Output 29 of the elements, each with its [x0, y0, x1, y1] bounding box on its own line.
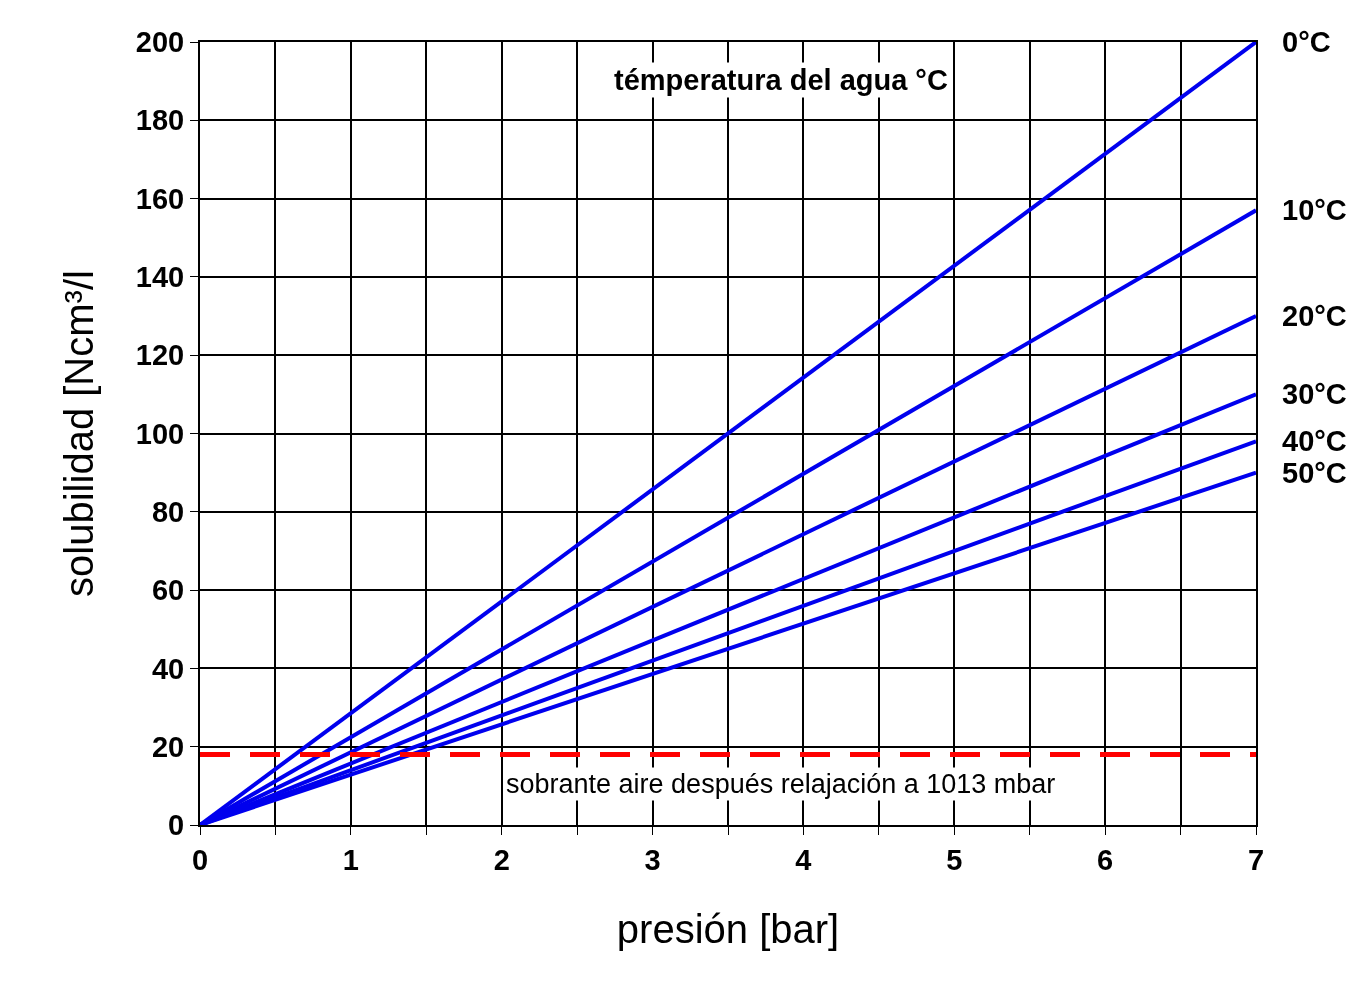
- y-tick-label: 100: [135, 417, 185, 450]
- series-label: 20°C: [1282, 300, 1347, 332]
- x-tick-label: 3: [644, 843, 661, 876]
- y-axis-title: solubilidad [Ncm³/l: [56, 270, 101, 597]
- y-tick-label: 80: [151, 495, 185, 528]
- series-label: 50°C: [1282, 457, 1347, 489]
- legend-title: témperatura del agua °C: [614, 64, 948, 96]
- y-tick-label: 160: [135, 182, 185, 215]
- y-tick-label: 60: [151, 574, 185, 607]
- series-label: 40°C: [1282, 425, 1347, 457]
- y-tick-label: 0: [168, 809, 185, 842]
- series-label: 30°C: [1282, 378, 1347, 410]
- y-tick-label: 120: [135, 339, 185, 372]
- y-tick-label: 200: [135, 26, 185, 59]
- x-tick-label: 7: [1247, 843, 1265, 876]
- x-tick-label: 6: [1097, 843, 1114, 876]
- x-tick-label: 1: [342, 843, 359, 876]
- ref-line-label: sobrante aire después relajación a 1013 mbar: [506, 769, 1056, 799]
- y-tick-label: 180: [135, 104, 185, 137]
- y-tick-label: 20: [151, 730, 185, 763]
- series-label: 0°C: [1282, 26, 1331, 58]
- y-tick-label: 40: [151, 652, 185, 685]
- series-label: 10°C: [1282, 194, 1347, 226]
- x-tick-label: 2: [493, 843, 510, 876]
- x-tick-label: 5: [946, 843, 963, 876]
- x-tick-label: 4: [795, 843, 812, 876]
- x-tick-label: 0: [191, 843, 209, 876]
- x-axis-title: presión [bar]: [616, 906, 840, 951]
- y-tick-label: 140: [135, 261, 185, 294]
